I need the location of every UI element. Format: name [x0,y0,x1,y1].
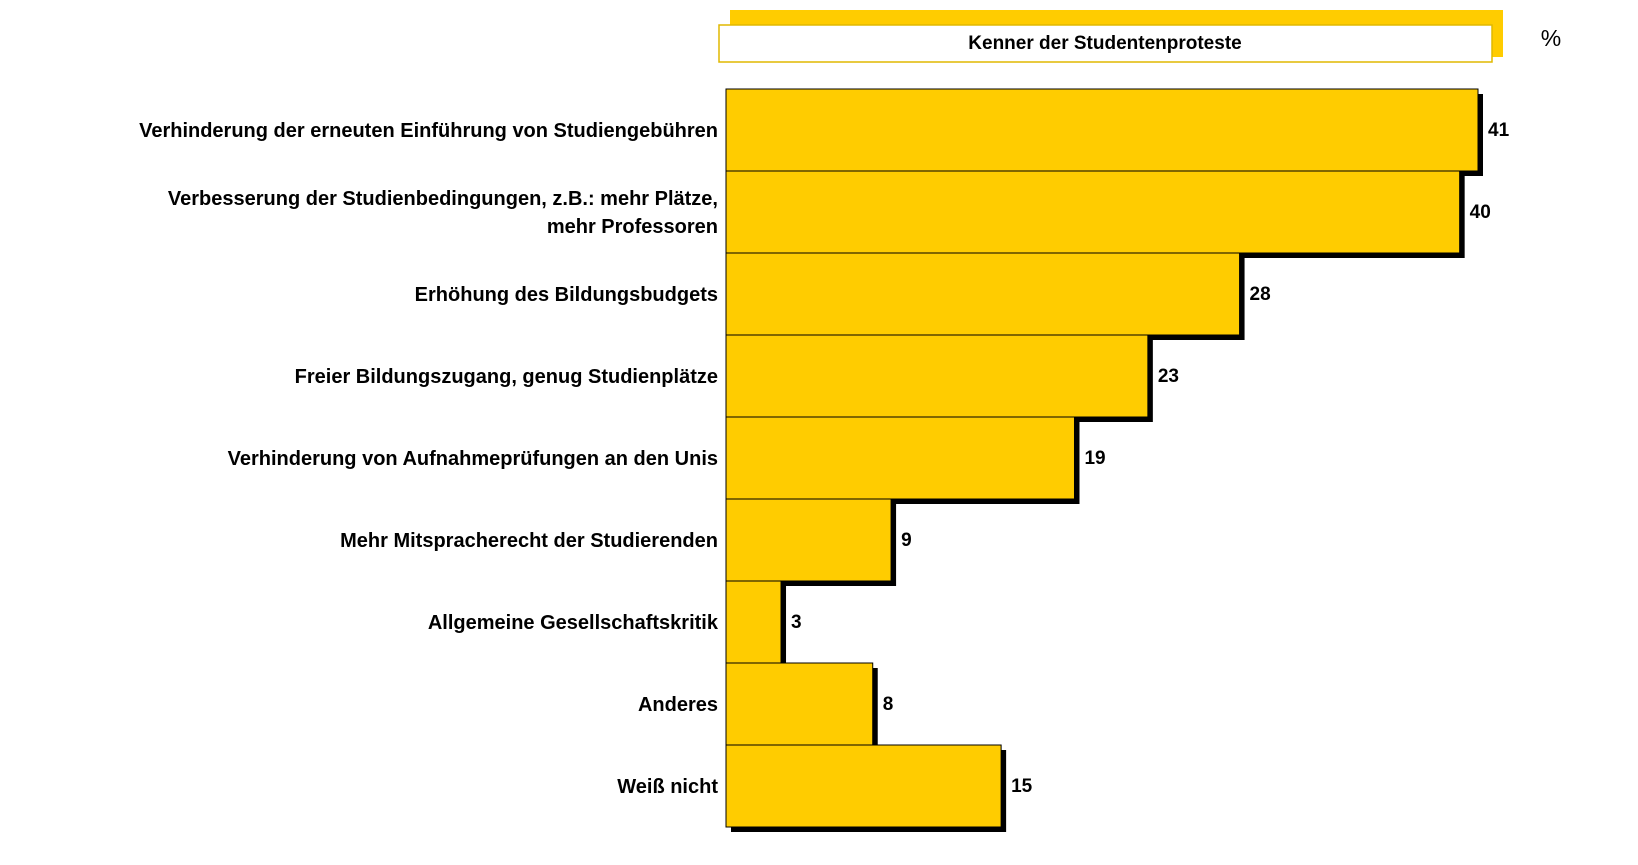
category-label: Erhöhung des Bildungsbudgets [415,284,718,306]
category-label: Verhinderung von Aufnahmeprüfungen an de… [228,448,718,470]
category-label: Weiß nicht [617,776,718,798]
bar [725,416,1075,500]
legend-label: Kenner der Studentenproteste [968,33,1241,54]
category-label: Verbesserung der Studienbedingungen, z.B… [168,188,718,238]
category-label: Mehr Mitspracherecht der Studierenden [340,530,718,552]
bar [725,580,782,664]
bar [725,662,874,746]
bar [725,334,1149,418]
value-label: 41 [1488,120,1510,141]
value-label: 40 [1470,202,1491,223]
value-label: 15 [1011,776,1033,797]
unit-label: % [1541,25,1561,51]
category-label: Verhinderung der erneuten Einführung von… [139,120,718,142]
bar [725,88,1479,172]
bar [725,744,1002,828]
value-label: 23 [1158,366,1179,387]
bar [725,170,1461,254]
bar [725,498,892,582]
category-label: Freier Bildungszugang, genug Studienplät… [295,366,718,388]
value-label: 19 [1084,448,1105,469]
value-label: 3 [791,612,802,633]
value-label: 8 [883,694,894,715]
category-label: Allgemeine Gesellschaftskritik [428,612,719,634]
legend-box [718,24,1493,63]
bar [725,252,1241,336]
value-label: 28 [1250,284,1271,305]
category-label: Anderes [638,694,718,716]
value-label: 9 [901,530,912,551]
